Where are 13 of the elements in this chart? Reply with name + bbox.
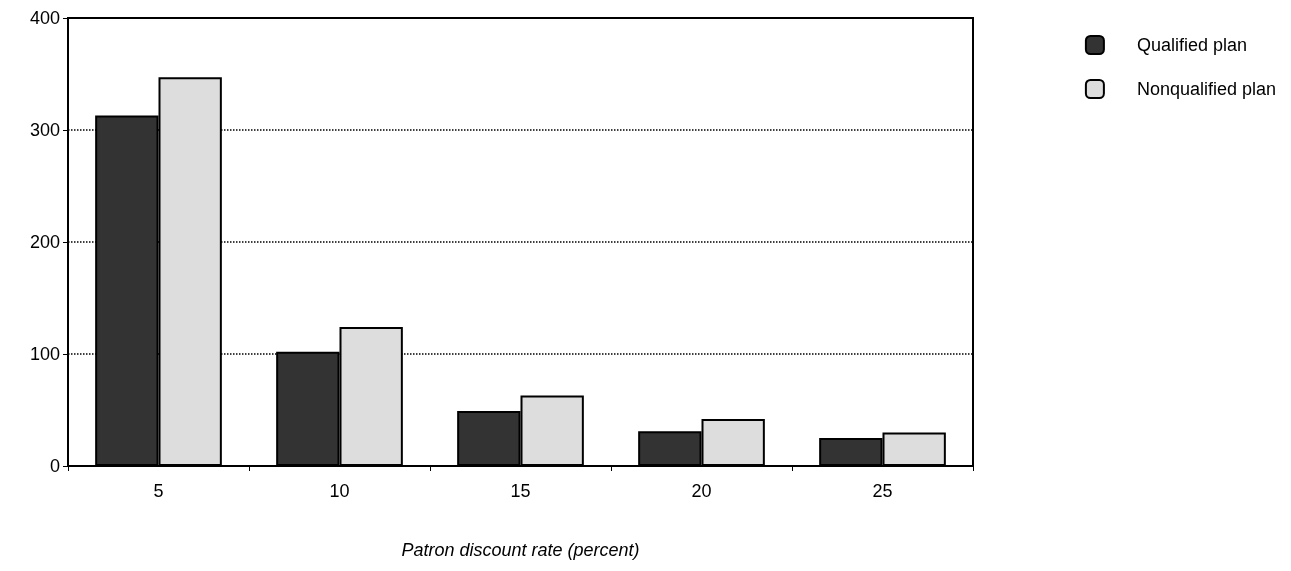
x-tick-label: 25	[872, 481, 893, 501]
y-tick-label: 0	[49, 456, 60, 476]
x-tick-label: 15	[510, 481, 531, 501]
legend-label: Qualified plan	[1136, 35, 1247, 55]
y-tick-label: 200	[29, 232, 60, 252]
x-tick-label: 20	[691, 481, 712, 501]
y-tick-label: 100	[29, 344, 60, 364]
x-axis-title: Patron discount rate (percent)	[401, 540, 640, 560]
y-tick-label: 300	[29, 120, 60, 140]
y-tick-label: 400	[29, 8, 60, 28]
legend-label: Nonqualified plan	[1136, 79, 1276, 99]
x-tick-label: 10	[329, 481, 350, 501]
x-tick-label: 5	[153, 481, 164, 501]
